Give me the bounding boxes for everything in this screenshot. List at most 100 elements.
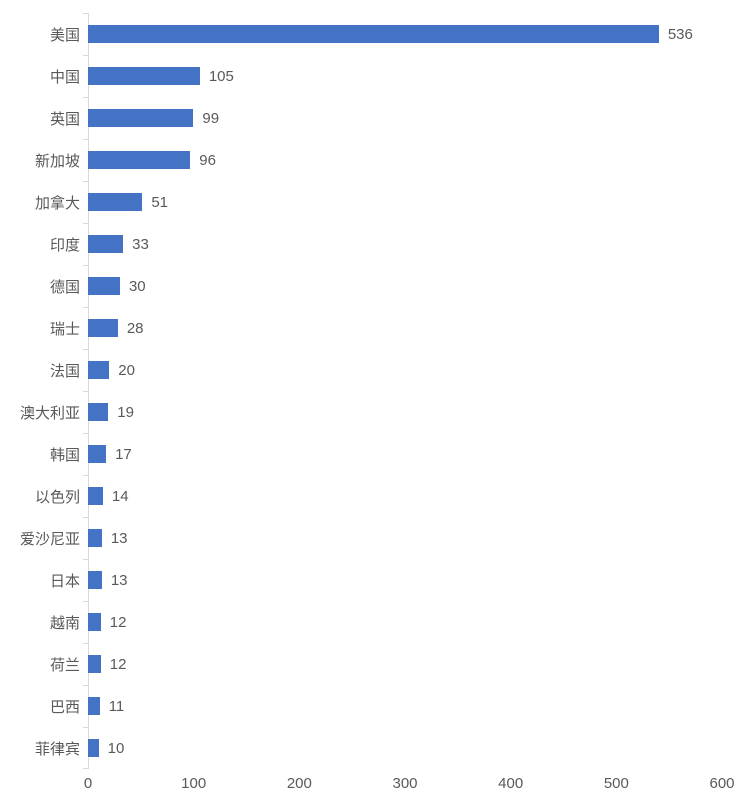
value-label: 13 (110, 571, 128, 589)
category-label: 德国 (49, 278, 80, 296)
category-label: 瑞士 (49, 320, 80, 338)
x-axis-tick-label: 600 (709, 775, 735, 792)
value-label: 105 (208, 67, 234, 85)
bar-track: 13 (88, 559, 727, 601)
category-label: 中国 (49, 68, 80, 86)
bar-row: 菲律宾 10 (0, 727, 748, 769)
y-axis-tick (83, 559, 89, 560)
bar-track: 19 (88, 391, 727, 433)
value-label: 10 (107, 739, 125, 757)
bar-track: 99 (88, 97, 727, 139)
bar-row: 韩国 17 (0, 433, 748, 475)
bar-row: 荷兰 12 (0, 643, 748, 685)
bar (88, 361, 110, 379)
y-axis-tick (83, 643, 89, 644)
y-axis-tick (83, 96, 89, 98)
bar (88, 25, 659, 43)
x-axis-labels: 0 100 200 300 400 500 600 (84, 775, 735, 801)
bar (88, 697, 100, 715)
bar-track: 17 (88, 433, 727, 475)
x-axis-tick-label: 0 (83, 775, 93, 792)
bar (88, 319, 118, 337)
y-axis-tick (83, 768, 89, 769)
value-label: 13 (110, 529, 128, 547)
category-label: 爱沙尼亚 (19, 530, 80, 548)
category-label: 加拿大 (34, 194, 80, 212)
category-label: 韩国 (49, 446, 80, 464)
x-axis-tick-label: 300 (392, 775, 418, 792)
bar (88, 613, 101, 631)
bar (88, 487, 103, 505)
value-label: 28 (126, 319, 144, 337)
bar-row: 印度 33 (0, 223, 748, 265)
bar-track: 14 (88, 475, 727, 517)
bar-row: 以色列 14 (0, 475, 748, 517)
chart-body: 美国 536 中国 105 英国 99 新加坡 96 加拿大 51 印度 33 德国 30 瑞士 28 法国 20… (0, 13, 748, 801)
bar (88, 655, 101, 673)
bar-row: 美国 536 (0, 13, 748, 55)
value-label: 12 (109, 613, 127, 631)
y-axis-tick (83, 180, 89, 182)
bar-row: 日本 13 (0, 559, 748, 601)
y-axis-tick (83, 516, 89, 518)
bar (88, 235, 124, 253)
bar-row: 巴西 11 (0, 685, 748, 727)
bar-track: 20 (88, 349, 727, 391)
bar (88, 445, 107, 463)
y-axis-tick (83, 601, 89, 602)
value-label: 96 (199, 151, 216, 169)
y-axis-tick (83, 138, 89, 140)
bar-row: 爱沙尼亚 13 (0, 517, 748, 559)
bar-track: 12 (88, 601, 727, 643)
category-label: 菲律宾 (34, 740, 80, 758)
y-axis-tick (83, 223, 89, 224)
bar (88, 109, 194, 127)
x-axis-tick-label: 500 (603, 775, 629, 792)
category-label: 以色列 (34, 488, 80, 506)
y-axis-tick (83, 727, 89, 728)
bar-row: 法国 20 (0, 349, 748, 391)
bar-row: 澳大利亚 19 (0, 391, 748, 433)
bar-row: 加拿大 51 (0, 181, 748, 223)
value-label: 20 (118, 361, 135, 379)
value-label: 51 (151, 193, 168, 211)
value-label: 99 (202, 109, 220, 127)
value-label: 19 (117, 403, 134, 421)
bar-track: 12 (88, 643, 727, 685)
bar-track: 96 (88, 139, 727, 181)
bar-track: 536 (88, 13, 727, 55)
category-label: 新加坡 (34, 152, 80, 170)
bar-row: 新加坡 96 (0, 139, 748, 181)
y-axis-tick (83, 54, 89, 56)
category-label: 印度 (49, 236, 80, 254)
bar (88, 403, 109, 421)
y-axis-tick (83, 684, 89, 686)
bar (88, 193, 143, 211)
value-label: 11 (108, 697, 125, 715)
x-axis-tick-label: 200 (286, 775, 312, 792)
y-axis-tick (83, 475, 89, 476)
bar (88, 151, 191, 169)
bar-track: 11 (88, 685, 727, 727)
bar (88, 739, 99, 757)
category-label: 荷兰 (49, 656, 80, 674)
bar-track: 51 (88, 181, 727, 223)
x-axis-tick-label: 100 (181, 775, 207, 792)
bar-track: 30 (88, 265, 727, 307)
bar-track: 105 (88, 55, 727, 97)
plot-area: 美国 536 中国 105 英国 99 新加坡 96 加拿大 51 印度 33 德国 30 瑞士 28 法国 20… (0, 13, 748, 769)
y-axis-tick (83, 307, 89, 308)
bar-track: 33 (88, 223, 727, 265)
bar-track: 10 (88, 727, 727, 769)
value-label: 33 (132, 235, 149, 253)
bar (88, 571, 102, 589)
bar (88, 67, 200, 85)
x-axis-tick-label: 400 (498, 775, 524, 792)
category-label: 英国 (49, 110, 80, 128)
y-axis-tick (83, 433, 89, 434)
value-label: 536 (667, 25, 693, 43)
bar (88, 529, 102, 547)
value-label: 12 (109, 655, 127, 673)
category-label: 巴西 (49, 698, 80, 716)
